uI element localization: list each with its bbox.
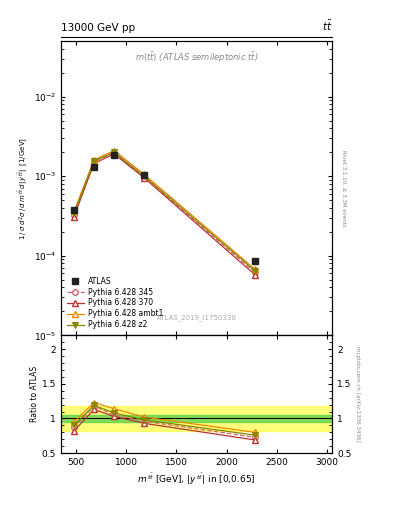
Pythia 6.428 345	[142, 174, 147, 180]
Pythia 6.428 z2	[142, 173, 147, 179]
Bar	[61, 415, 332, 422]
Pythia 6.428 ambt1	[72, 208, 76, 215]
Y-axis label: Rivet 3.1.10, ≥ 3.3M events: Rivet 3.1.10, ≥ 3.3M events	[341, 150, 346, 226]
Y-axis label: $1\,/\,\sigma\;d^2\sigma\,/\,d\,m^{\,t\bar{t}}\,d\,|y^{\,t\bar{t}}|\;\;[1/\mathr: $1\,/\,\sigma\;d^2\sigma\,/\,d\,m^{\,t\b…	[17, 137, 31, 240]
Pythia 6.428 z2	[252, 268, 257, 274]
Line: Pythia 6.428 370: Pythia 6.428 370	[71, 151, 257, 278]
Line: Pythia 6.428 ambt1: Pythia 6.428 ambt1	[71, 148, 257, 272]
Text: ATLAS_2019_I1750330: ATLAS_2019_I1750330	[156, 314, 237, 321]
ATLAS	[112, 152, 116, 158]
Pythia 6.428 370	[252, 271, 257, 278]
Line: ATLAS: ATLAS	[71, 152, 257, 264]
Legend: ATLAS, Pythia 6.428 345, Pythia 6.428 370, Pythia 6.428 ambt1, Pythia 6.428 z2: ATLAS, Pythia 6.428 345, Pythia 6.428 37…	[65, 274, 165, 332]
ATLAS	[252, 259, 257, 265]
Text: $t\bar{t}$: $t\bar{t}$	[321, 19, 332, 33]
Pythia 6.428 370	[92, 160, 96, 166]
Y-axis label: mcplots.cern.ch [arXiv:1306.3436]: mcplots.cern.ch [arXiv:1306.3436]	[356, 347, 360, 442]
Pythia 6.428 345	[252, 269, 257, 275]
Pythia 6.428 370	[72, 214, 76, 220]
X-axis label: $m^{\,t\bar{t}}$ [GeV], $|y^{\,t\bar{t}}|$ in [0,0.65]: $m^{\,t\bar{t}}$ [GeV], $|y^{\,t\bar{t}}…	[137, 471, 256, 487]
Pythia 6.428 ambt1	[252, 266, 257, 272]
Pythia 6.428 z2	[92, 158, 96, 164]
Pythia 6.428 z2	[72, 210, 76, 217]
Pythia 6.428 345	[112, 150, 116, 156]
Pythia 6.428 370	[112, 151, 116, 157]
Pythia 6.428 ambt1	[92, 157, 96, 163]
Pythia 6.428 ambt1	[142, 172, 147, 178]
Line: Pythia 6.428 z2: Pythia 6.428 z2	[71, 150, 257, 273]
Pythia 6.428 370	[142, 175, 147, 181]
Line: Pythia 6.428 345: Pythia 6.428 345	[71, 151, 257, 275]
Pythia 6.428 z2	[112, 149, 116, 155]
ATLAS	[92, 164, 96, 170]
Y-axis label: Ratio to ATLAS: Ratio to ATLAS	[30, 366, 39, 422]
Bar	[61, 406, 332, 431]
Text: $m(t\bar{t})$ (ATLAS semileptonic $t\bar{t}$): $m(t\bar{t})$ (ATLAS semileptonic $t\bar…	[135, 50, 258, 65]
Text: 13000 GeV pp: 13000 GeV pp	[61, 23, 135, 33]
Pythia 6.428 345	[72, 211, 76, 218]
Pythia 6.428 ambt1	[112, 147, 116, 154]
ATLAS	[72, 206, 76, 212]
ATLAS	[142, 173, 147, 179]
Pythia 6.428 345	[92, 158, 96, 164]
